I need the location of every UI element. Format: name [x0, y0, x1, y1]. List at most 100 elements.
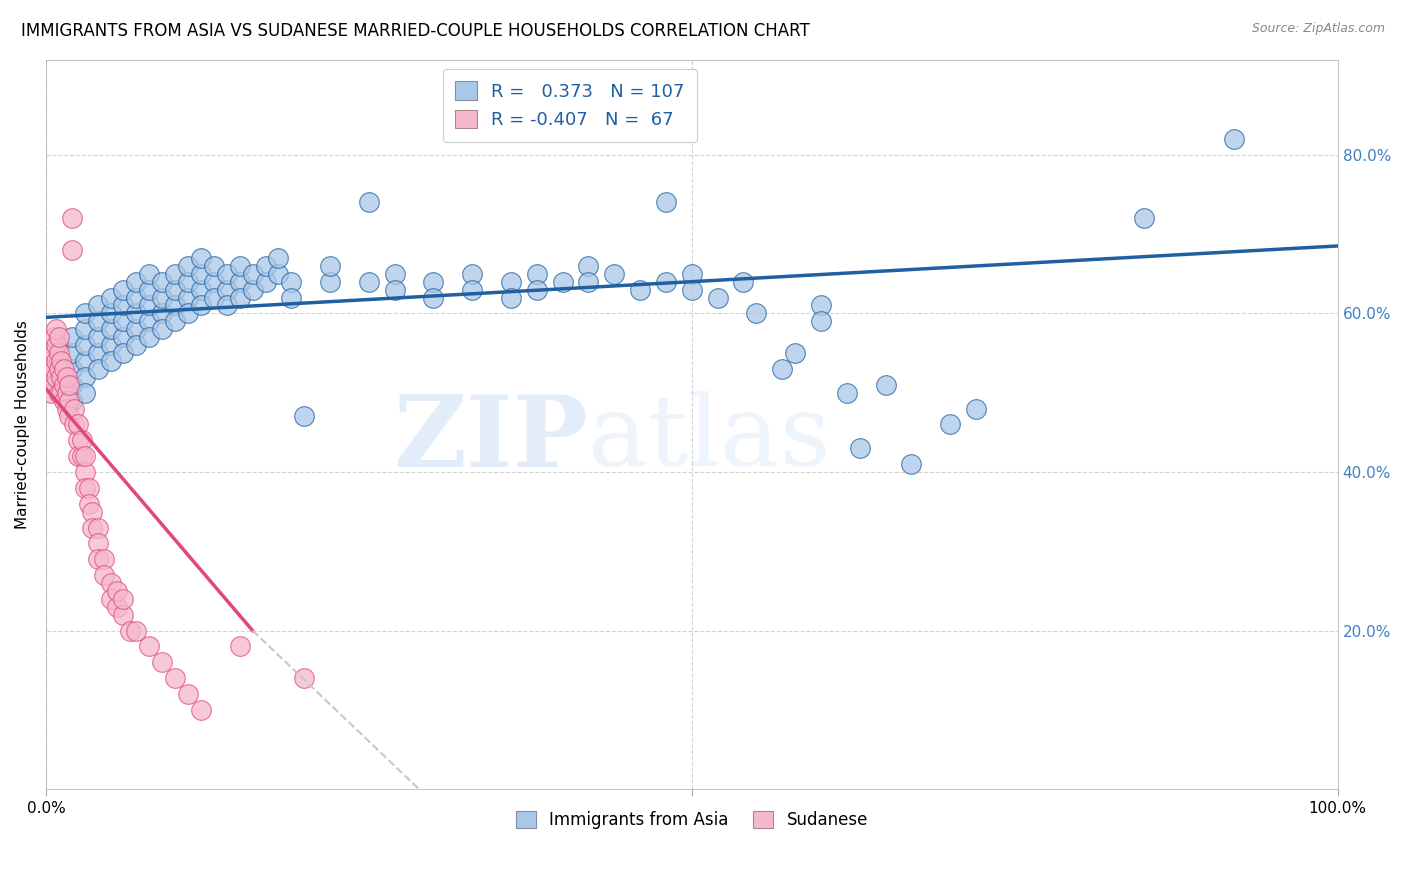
Point: [810, 314, 832, 328]
Point: [73, 322, 96, 336]
Point: [138, 298, 160, 312]
Point: [165, 267, 187, 281]
Point: [292, 671, 315, 685]
Point: [745, 306, 768, 320]
Point: [499, 275, 522, 289]
Point: [150, 322, 173, 336]
Point: [86, 298, 108, 312]
Point: [770, 362, 793, 376]
Point: [526, 267, 548, 281]
Point: [73, 338, 96, 352]
Point: [86, 520, 108, 534]
Point: [73, 449, 96, 463]
Point: [73, 306, 96, 320]
Point: [125, 306, 148, 320]
Point: [292, 409, 315, 424]
Point: [125, 322, 148, 336]
Point: [112, 330, 135, 344]
Point: [578, 275, 600, 289]
Point: [60, 393, 83, 408]
Point: [848, 441, 870, 455]
Point: [42, 330, 65, 344]
Point: [86, 362, 108, 376]
Point: [1223, 132, 1246, 146]
Point: [835, 385, 858, 400]
Point: [48, 369, 70, 384]
Point: [150, 306, 173, 320]
Point: [73, 465, 96, 479]
Point: [45, 354, 67, 368]
Point: [60, 362, 83, 376]
Point: [67, 449, 90, 463]
Point: [42, 346, 65, 360]
Point: [82, 505, 104, 519]
Point: [551, 275, 574, 289]
Point: [67, 434, 90, 448]
Point: [60, 330, 83, 344]
Point: [603, 267, 626, 281]
Point: [55, 401, 77, 416]
Point: [58, 409, 80, 424]
Point: [86, 552, 108, 566]
Point: [357, 195, 380, 210]
Point: [461, 267, 484, 281]
Point: [70, 434, 93, 448]
Point: [112, 607, 135, 622]
Point: [422, 275, 444, 289]
Point: [105, 584, 128, 599]
Point: [60, 377, 83, 392]
Point: [112, 591, 135, 606]
Point: [100, 576, 122, 591]
Point: [165, 298, 187, 312]
Point: [461, 283, 484, 297]
Point: [242, 267, 264, 281]
Point: [138, 330, 160, 344]
Point: [319, 275, 342, 289]
Point: [1133, 211, 1156, 226]
Point: [499, 291, 522, 305]
Point: [48, 346, 70, 360]
Point: [70, 449, 93, 463]
Point: [86, 330, 108, 344]
Point: [48, 362, 70, 376]
Point: [357, 275, 380, 289]
Point: [73, 481, 96, 495]
Point: [105, 599, 128, 614]
Point: [939, 417, 962, 432]
Text: ZIP: ZIP: [394, 391, 589, 488]
Point: [165, 671, 187, 685]
Point: [628, 283, 651, 297]
Point: [190, 251, 212, 265]
Point: [384, 283, 406, 297]
Point: [177, 259, 200, 273]
Point: [681, 283, 703, 297]
Point: [228, 640, 250, 654]
Point: [202, 291, 225, 305]
Point: [190, 267, 212, 281]
Point: [58, 393, 80, 408]
Point: [150, 656, 173, 670]
Point: [93, 568, 115, 582]
Point: [706, 291, 728, 305]
Point: [53, 377, 76, 392]
Point: [48, 338, 70, 352]
Point: [190, 298, 212, 312]
Point: [51, 354, 73, 368]
Point: [93, 552, 115, 566]
Point: [51, 369, 73, 384]
Point: [73, 385, 96, 400]
Point: [48, 354, 70, 368]
Point: [112, 298, 135, 312]
Point: [100, 322, 122, 336]
Point: [215, 298, 238, 312]
Text: atlas: atlas: [589, 391, 831, 487]
Point: [55, 385, 77, 400]
Point: [60, 346, 83, 360]
Point: [785, 346, 807, 360]
Point: [228, 291, 250, 305]
Point: [215, 267, 238, 281]
Point: [384, 267, 406, 281]
Point: [86, 346, 108, 360]
Point: [63, 401, 86, 416]
Point: [578, 259, 600, 273]
